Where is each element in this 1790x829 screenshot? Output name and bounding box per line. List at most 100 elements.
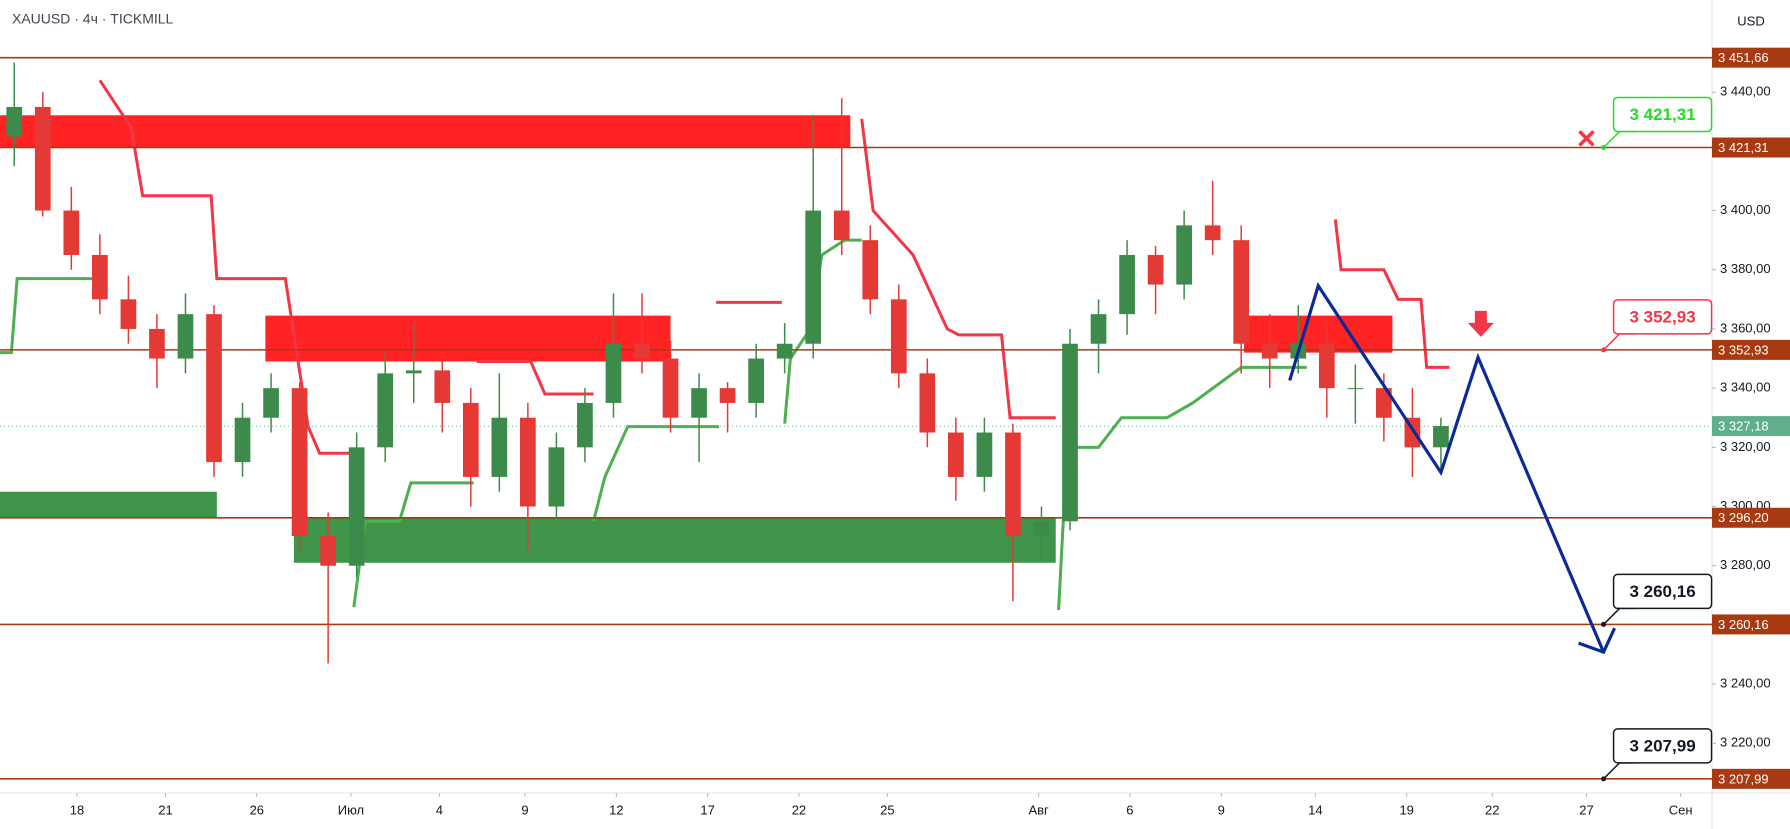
candle-body xyxy=(1090,314,1107,344)
callout-text: 3 207,99 xyxy=(1629,736,1695,755)
supertrend xyxy=(0,79,1450,611)
x-tick-label: 12 xyxy=(609,802,623,817)
y-tick-label: 3 220,00 xyxy=(1720,735,1771,750)
candle-body xyxy=(1204,225,1221,241)
y-tick-label: 3 280,00 xyxy=(1720,557,1771,572)
x-tick-label: 21 xyxy=(158,802,172,817)
candle-body xyxy=(1318,343,1335,389)
y-tick-label: 3 320,00 xyxy=(1720,439,1771,454)
zone xyxy=(0,491,217,518)
candle-body xyxy=(63,210,80,255)
candles xyxy=(6,62,1449,664)
currency-label: USD xyxy=(1737,13,1764,28)
candle-body xyxy=(377,373,394,448)
candle-body xyxy=(462,402,479,477)
candle-body xyxy=(149,328,165,359)
candle-body xyxy=(1433,426,1449,448)
y-tick-label: 3 360,00 xyxy=(1720,320,1771,335)
candle-body xyxy=(1261,343,1278,359)
candle-body xyxy=(177,314,194,359)
candle-body xyxy=(34,106,51,211)
cross-marker xyxy=(1578,130,1595,147)
callout-box xyxy=(1612,728,1713,764)
candle-body xyxy=(833,210,850,241)
zones xyxy=(0,115,1393,563)
level-price-text: 3 296,20 xyxy=(1718,510,1769,525)
x-tick-label: 9 xyxy=(521,802,528,817)
callout-anchor xyxy=(1601,145,1607,151)
x-tick-label: 4 xyxy=(436,802,443,817)
candle-body xyxy=(405,370,422,374)
candle-body xyxy=(1233,240,1250,344)
candle-body xyxy=(206,314,222,463)
candle-body xyxy=(605,343,622,403)
x-tick-label: 18 xyxy=(70,802,84,817)
supertrend-line xyxy=(1333,219,1450,369)
level-price-label xyxy=(1712,614,1790,635)
callout-box xyxy=(1612,299,1713,335)
zone xyxy=(0,115,851,148)
x-tick-label: 26 xyxy=(250,802,264,817)
candle-body xyxy=(890,299,907,374)
candle-body xyxy=(577,402,593,448)
callout-box xyxy=(1612,573,1713,610)
candle-body xyxy=(1119,254,1135,315)
candle-body xyxy=(1376,388,1392,418)
level-price-text: 3 260,16 xyxy=(1718,617,1769,632)
callout-anchor xyxy=(1601,621,1607,627)
candle-body xyxy=(1176,225,1192,285)
candle-body xyxy=(634,343,650,359)
candle-body xyxy=(662,358,679,418)
x-tick-label: 19 xyxy=(1399,802,1413,817)
x-tick-label: 6 xyxy=(1126,802,1133,817)
level-price-label xyxy=(1712,47,1790,68)
y-tick-label: 3 380,00 xyxy=(1720,261,1771,276)
x-tick-label: 25 xyxy=(880,802,894,817)
last-price-label xyxy=(1712,416,1790,437)
candle-body xyxy=(1347,388,1364,390)
y-tick-label: 3 340,00 xyxy=(1720,380,1771,395)
projection-line xyxy=(1288,281,1606,653)
supertrend-line xyxy=(592,425,720,522)
candle-body xyxy=(805,210,822,344)
callout-text: 3 260,16 xyxy=(1629,582,1695,601)
candle-body xyxy=(976,432,993,477)
x-tick-label: Авг xyxy=(1028,802,1049,817)
candle-body xyxy=(520,417,536,507)
candle-body xyxy=(719,388,736,403)
annotations: 3 421,31 3 352,93 3 260,16 3 207,99 xyxy=(1288,96,1713,782)
arrow-marker xyxy=(1467,310,1494,337)
candle-body xyxy=(320,536,336,566)
candle-body xyxy=(1062,343,1078,522)
candle-body xyxy=(234,417,251,463)
supertrend-line xyxy=(0,277,98,355)
candle-body xyxy=(548,447,565,507)
x-tick-label: 14 xyxy=(1308,802,1322,817)
candle-body xyxy=(948,432,964,477)
callout-text: 3 352,93 xyxy=(1629,307,1695,326)
candle-body xyxy=(491,417,508,477)
level-price-text: 3 421,31 xyxy=(1718,140,1769,155)
candle-body xyxy=(434,370,451,403)
callout-box xyxy=(1612,96,1713,133)
candle-body xyxy=(1147,254,1164,285)
x-tick-label: 27 xyxy=(1579,802,1593,817)
candle-body xyxy=(748,358,764,403)
level-price-label xyxy=(1712,507,1790,528)
candle-body xyxy=(691,388,707,418)
level-price-label xyxy=(1712,339,1790,360)
levels xyxy=(0,56,1712,780)
y-tick-label: 3 400,00 xyxy=(1720,202,1771,217)
zone xyxy=(265,315,671,362)
candle-body xyxy=(348,447,365,566)
level-price-label xyxy=(1712,768,1790,789)
x-tick-label: 9 xyxy=(1218,802,1225,817)
supertrend-line xyxy=(860,118,1056,420)
chart-title: XAUUSD · 4ч · TICKMILL xyxy=(12,11,174,27)
candle-body xyxy=(6,106,23,137)
candle-body xyxy=(776,343,793,359)
level-price-text: 3 207,99 xyxy=(1718,771,1769,786)
callout-text: 3 421,31 xyxy=(1629,105,1695,124)
candle-body xyxy=(1033,521,1050,537)
x-tick-label: 22 xyxy=(1485,802,1499,817)
